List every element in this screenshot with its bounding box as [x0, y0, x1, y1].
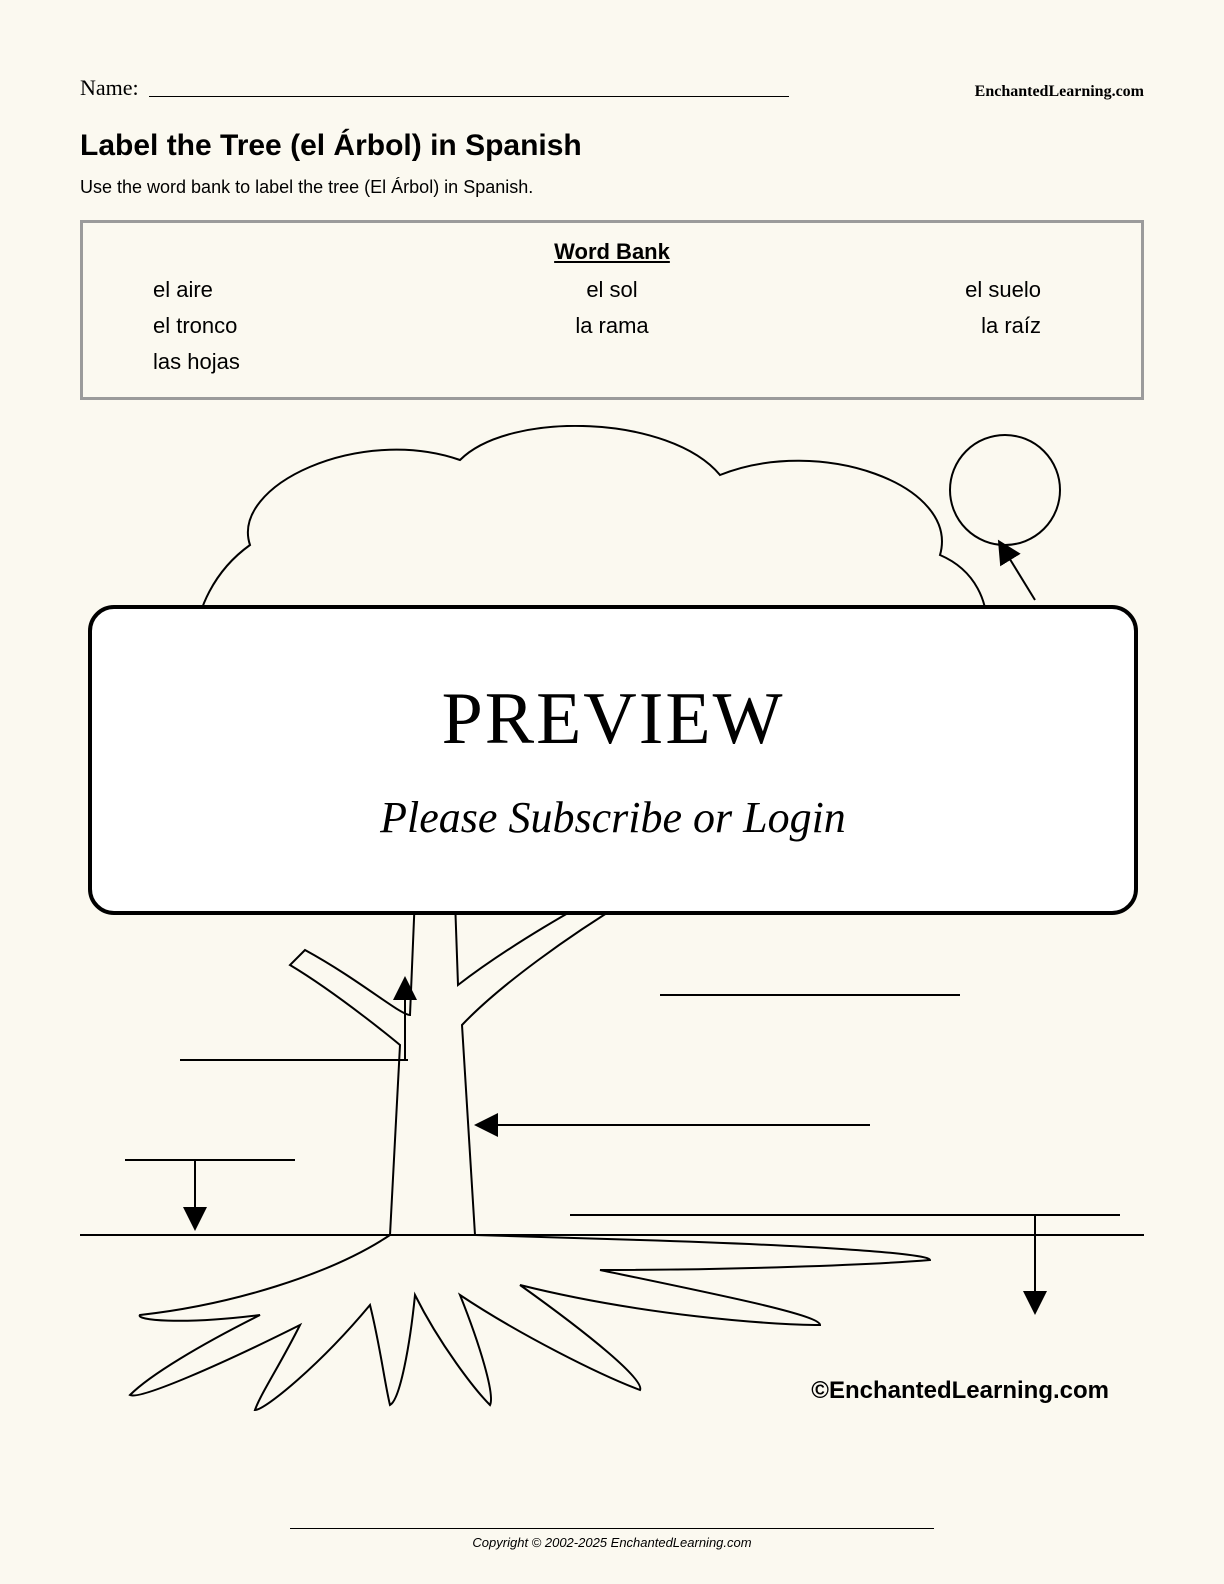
word-bank-item: el aire [133, 277, 452, 303]
roots-outline [130, 1235, 930, 1410]
tree-diagram-svg [80, 425, 1144, 1435]
diagram-area: ©EnchantedLearning.com [80, 425, 1144, 1435]
name-group: Name: [80, 75, 789, 101]
copyright-footer: Copyright © 2002-2025 EnchantedLearning.… [290, 1528, 934, 1550]
preview-overlay: PREVIEW Please Subscribe or Login [88, 605, 1138, 915]
word-bank-item: el suelo [772, 277, 1091, 303]
word-bank-item: las hojas [133, 349, 452, 375]
instructions-text: Use the word bank to label the tree (El … [80, 177, 1144, 198]
worksheet-title: Label the Tree (el Árbol) in Spanish [80, 129, 1144, 163]
sun-outline [950, 435, 1060, 545]
arrow-to-sun [1000, 543, 1035, 600]
word-bank-item: la raíz [772, 313, 1091, 339]
site-label: EnchantedLearning.com [975, 83, 1144, 101]
word-bank-box: Word Bank el aire el sol el suelo el tro… [80, 220, 1144, 400]
word-bank-item: el tronco [133, 313, 452, 339]
word-bank-heading: Word Bank [133, 239, 1091, 265]
word-bank-item: el sol [452, 277, 771, 303]
preview-subtitle: Please Subscribe or Login [380, 792, 846, 843]
header-row: Name: EnchantedLearning.com [80, 75, 1144, 101]
watermark-text: ©EnchantedLearning.com [811, 1377, 1109, 1405]
word-bank-item: la rama [452, 313, 771, 339]
preview-title: PREVIEW [442, 677, 785, 762]
name-label: Name: [80, 75, 139, 101]
name-input-line[interactable] [149, 96, 789, 97]
word-bank-grid: el aire el sol el suelo el tronco la ram… [133, 277, 1091, 375]
